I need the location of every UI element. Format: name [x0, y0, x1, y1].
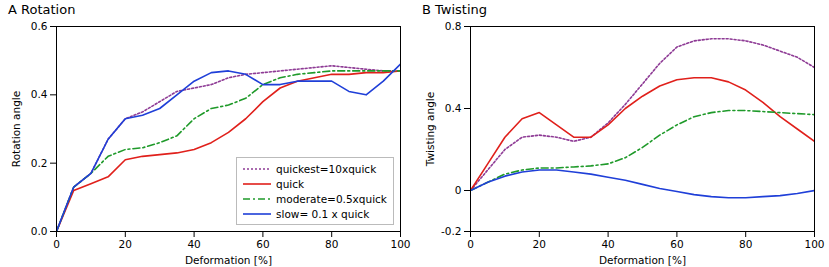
- svg-text:20: 20: [119, 238, 132, 250]
- html-text:quick: quick: [276, 177, 305, 190]
- svg-text:80: 80: [325, 238, 338, 250]
- svg-text:Deformation [%]: Deformation [%]: [599, 254, 686, 266]
- svg-text:40: 40: [187, 238, 200, 250]
- svg-text:0.6: 0.6: [31, 20, 48, 32]
- svg-text:0: 0: [53, 238, 60, 250]
- svg-text:Rotation angle: Rotation angle: [10, 91, 22, 167]
- html-text:B Twisting: B Twisting: [422, 2, 488, 17]
- svg-text:-0.2: -0.2: [441, 225, 462, 237]
- html-text:quickest=10xquick: quickest=10xquick: [276, 162, 377, 175]
- html-text:moderate=0.5xquick: moderate=0.5xquick: [276, 192, 387, 205]
- svg-text:100: 100: [390, 238, 410, 250]
- svg-text:0.0: 0.0: [31, 225, 48, 237]
- svg-text:60: 60: [256, 238, 269, 250]
- svg-text:Deformation [%]: Deformation [%]: [185, 254, 272, 266]
- svg-text:0: 0: [467, 238, 474, 250]
- svg-text:20: 20: [533, 238, 546, 250]
- svg-text:0.2: 0.2: [31, 157, 48, 169]
- html-text:A Rotation: A Rotation: [8, 2, 76, 17]
- svg-text:0: 0: [455, 184, 462, 196]
- svg-text:0.8: 0.8: [445, 20, 462, 32]
- svg-text:0.4: 0.4: [31, 88, 48, 100]
- html-text:slow= 0.1 x quick: slow= 0.1 x quick: [276, 207, 370, 220]
- svg-text:40: 40: [601, 238, 614, 250]
- svg-text:80: 80: [739, 238, 752, 250]
- svg-text:100: 100: [804, 238, 824, 250]
- svg-text:0.4: 0.4: [445, 102, 462, 114]
- svg-text:60: 60: [670, 238, 683, 250]
- svg-text:Twisting angle: Twisting angle: [424, 92, 436, 167]
